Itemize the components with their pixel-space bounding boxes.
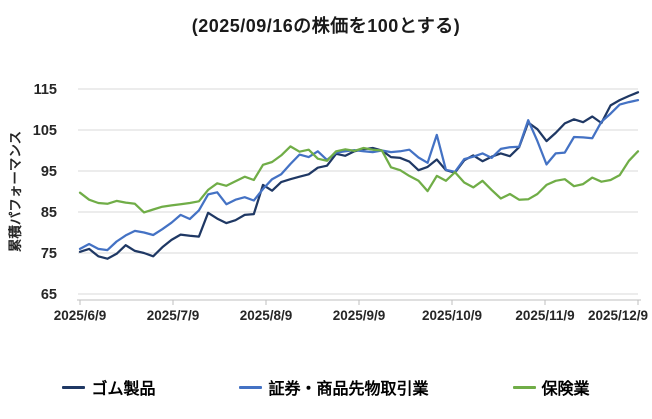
legend-label-rubber: ゴム製品 bbox=[91, 381, 156, 398]
chart-title: (2025/09/16の株価を100とする) bbox=[191, 16, 461, 36]
series-line-1 bbox=[78, 98, 640, 252]
legend-line-swatch-insurance bbox=[512, 385, 536, 389]
x-tick-label: 2025/9/9 bbox=[333, 308, 386, 323]
y-tick-label: 105 bbox=[33, 123, 57, 139]
legend-item-rubber: ゴム製品 bbox=[62, 375, 155, 399]
y-tick-label: 85 bbox=[41, 205, 57, 221]
legend-line-swatch-securities bbox=[239, 385, 263, 389]
y-axis-title: 累積パフォーマンス bbox=[7, 131, 23, 252]
x-tick-label: 2025/10/9 bbox=[422, 308, 482, 323]
series-line-2 bbox=[78, 145, 640, 214]
x-tick-label: 2025/6/9 bbox=[54, 308, 107, 323]
legend-item-insurance: 保険業 bbox=[512, 375, 590, 399]
series-line-0 bbox=[78, 91, 640, 260]
legend-line-swatch-rubber bbox=[62, 385, 86, 389]
x-tick-label: 2025/7/9 bbox=[147, 308, 200, 323]
x-tick-label: 2025/11/9 bbox=[515, 308, 574, 323]
legend-label-insurance: 保険業 bbox=[541, 381, 590, 398]
y-tick-label: 65 bbox=[41, 287, 57, 303]
y-tick-label: 75 bbox=[41, 246, 57, 262]
chart-legend: ゴム製品 証券・商品先物取引業 保険業 bbox=[0, 375, 652, 399]
x-tick-label: 2025/12/9 bbox=[588, 308, 648, 323]
legend-label-securities: 証券・商品先物取引業 bbox=[268, 381, 429, 398]
y-tick-label: 95 bbox=[41, 164, 57, 180]
x-tick-label: 2025/8/9 bbox=[240, 308, 293, 323]
legend-item-securities: 証券・商品先物取引業 bbox=[239, 375, 429, 399]
y-tick-label: 115 bbox=[34, 82, 57, 98]
